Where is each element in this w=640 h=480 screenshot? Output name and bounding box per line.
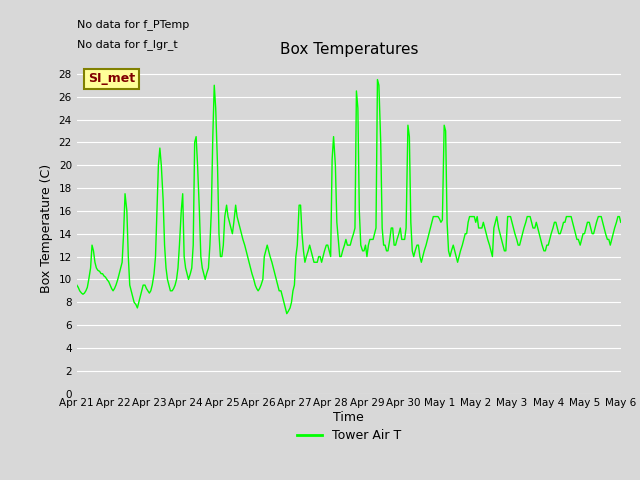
Y-axis label: Box Temperature (C): Box Temperature (C) [40, 163, 53, 293]
Text: SI_met: SI_met [88, 72, 135, 85]
Title: Box Temperatures: Box Temperatures [280, 42, 418, 57]
X-axis label: Time: Time [333, 411, 364, 424]
Legend: Tower Air T: Tower Air T [292, 424, 406, 447]
Text: No data for f_lgr_t: No data for f_lgr_t [77, 39, 177, 50]
Text: No data for f_PTemp: No data for f_PTemp [77, 19, 189, 30]
